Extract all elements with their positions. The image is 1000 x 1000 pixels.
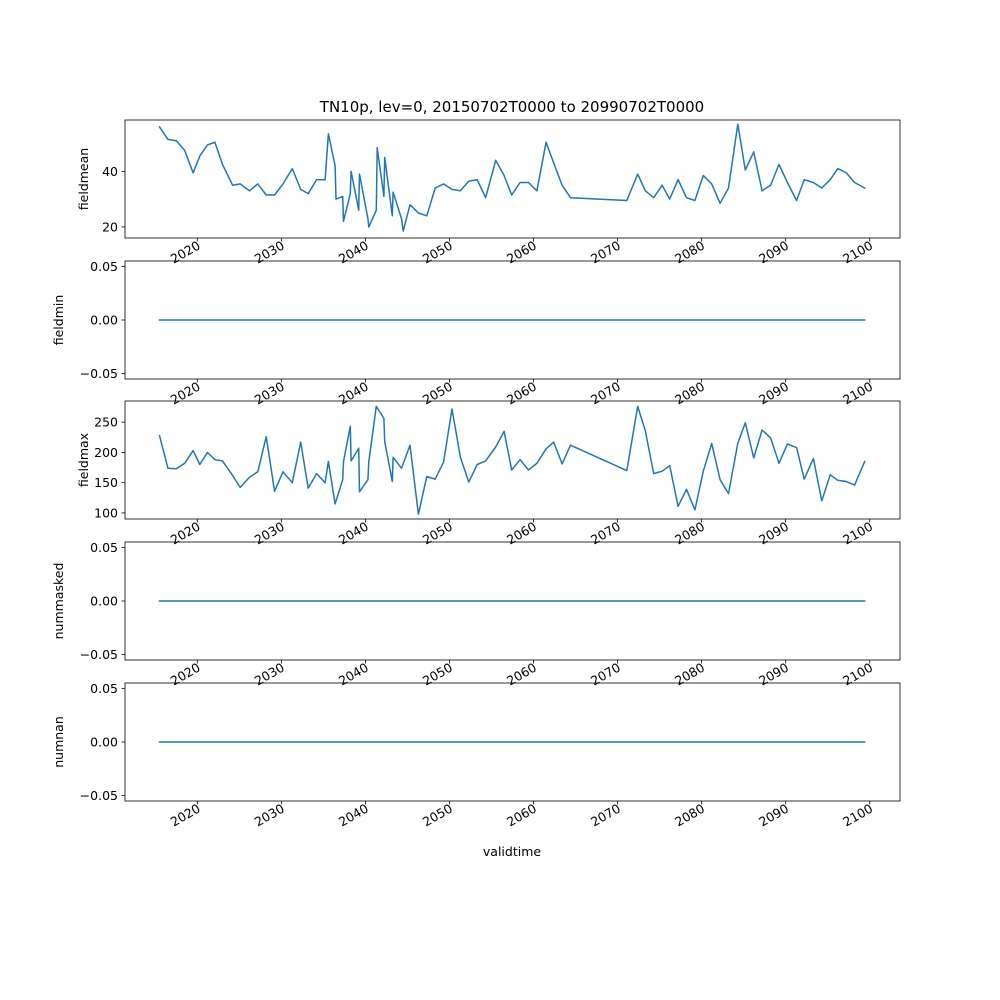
fieldmax-ytick-label: 100 (94, 505, 118, 520)
fieldmean-ytick-label: 20 (102, 219, 118, 234)
fieldmax-ylabel: fieldmax (76, 433, 91, 487)
x-axis-label: validtime (483, 844, 541, 859)
chart-title: TN10p, lev=0, 20150702T0000 to 20990702T… (319, 98, 704, 116)
fieldmin-ylabel: fieldmin (51, 295, 66, 346)
fieldmean-series-line (158, 123, 866, 232)
fieldmax-series-line (158, 405, 866, 515)
fieldmax-ytick-label: 250 (94, 415, 118, 430)
fieldmax-ytick-label: 200 (94, 445, 118, 460)
fieldmax-axes-frame (124, 400, 901, 520)
numnan-ytick-label: −0.05 (80, 788, 118, 803)
nummasked-ylabel: nummasked (51, 563, 66, 640)
numnan-ytick-label: 0.00 (90, 735, 118, 750)
numnan-ytick-label: 0.05 (90, 681, 118, 696)
nummasked-ytick-label: −0.05 (80, 647, 118, 662)
fieldmean-axes-frame (124, 119, 901, 239)
fieldmax-ytick-label: 150 (94, 475, 118, 490)
nummasked-ytick-label: 0.05 (90, 540, 118, 555)
numnan-ylabel: numnan (51, 716, 66, 768)
nummasked-ytick-label: 0.00 (90, 594, 118, 609)
fieldmin-ytick-label: −0.05 (80, 366, 118, 381)
fieldmin-ytick-label: 0.00 (90, 313, 118, 328)
fieldmean-ytick-label: 40 (102, 164, 118, 179)
fieldmean-ylabel: fieldmean (76, 148, 91, 210)
fieldmin-ytick-label: 0.05 (90, 259, 118, 274)
